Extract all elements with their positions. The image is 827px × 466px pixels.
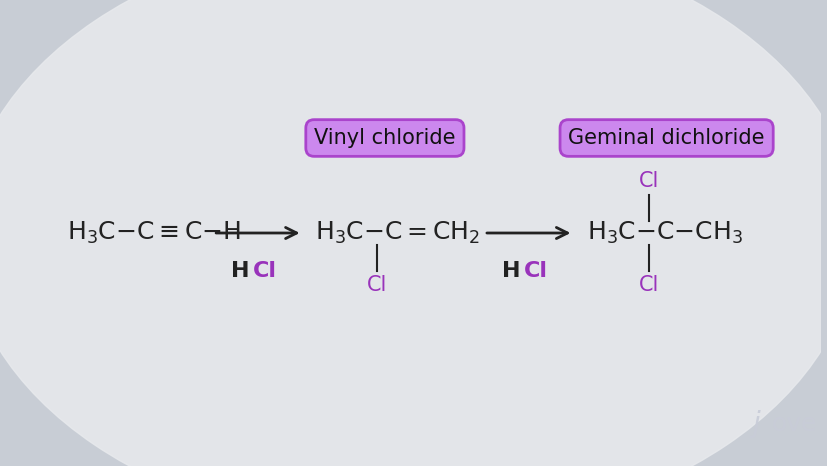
Text: Vinyl chloride: Vinyl chloride [313, 128, 455, 148]
Text: Cl: Cl [523, 261, 547, 281]
Text: H$_3$C$-$C$\equiv$C$-$H: H$_3$C$-$C$\equiv$C$-$H [67, 220, 241, 246]
Text: Cl: Cl [253, 261, 276, 281]
Text: Cl: Cl [638, 275, 658, 295]
Text: Cl: Cl [638, 171, 658, 191]
Text: Cl: Cl [366, 275, 387, 295]
Text: H$_3$C$-$C$-$CH$_3$: H$_3$C$-$C$-$CH$_3$ [586, 220, 743, 246]
Text: ove: ove [771, 412, 816, 436]
Text: H$_3$C$-$C$=$CH$_2$: H$_3$C$-$C$=$CH$_2$ [315, 220, 480, 246]
Text: Geminal dichloride: Geminal dichloride [567, 128, 764, 148]
Text: j: j [751, 410, 759, 438]
Text: H: H [502, 261, 520, 281]
Text: H: H [232, 261, 250, 281]
